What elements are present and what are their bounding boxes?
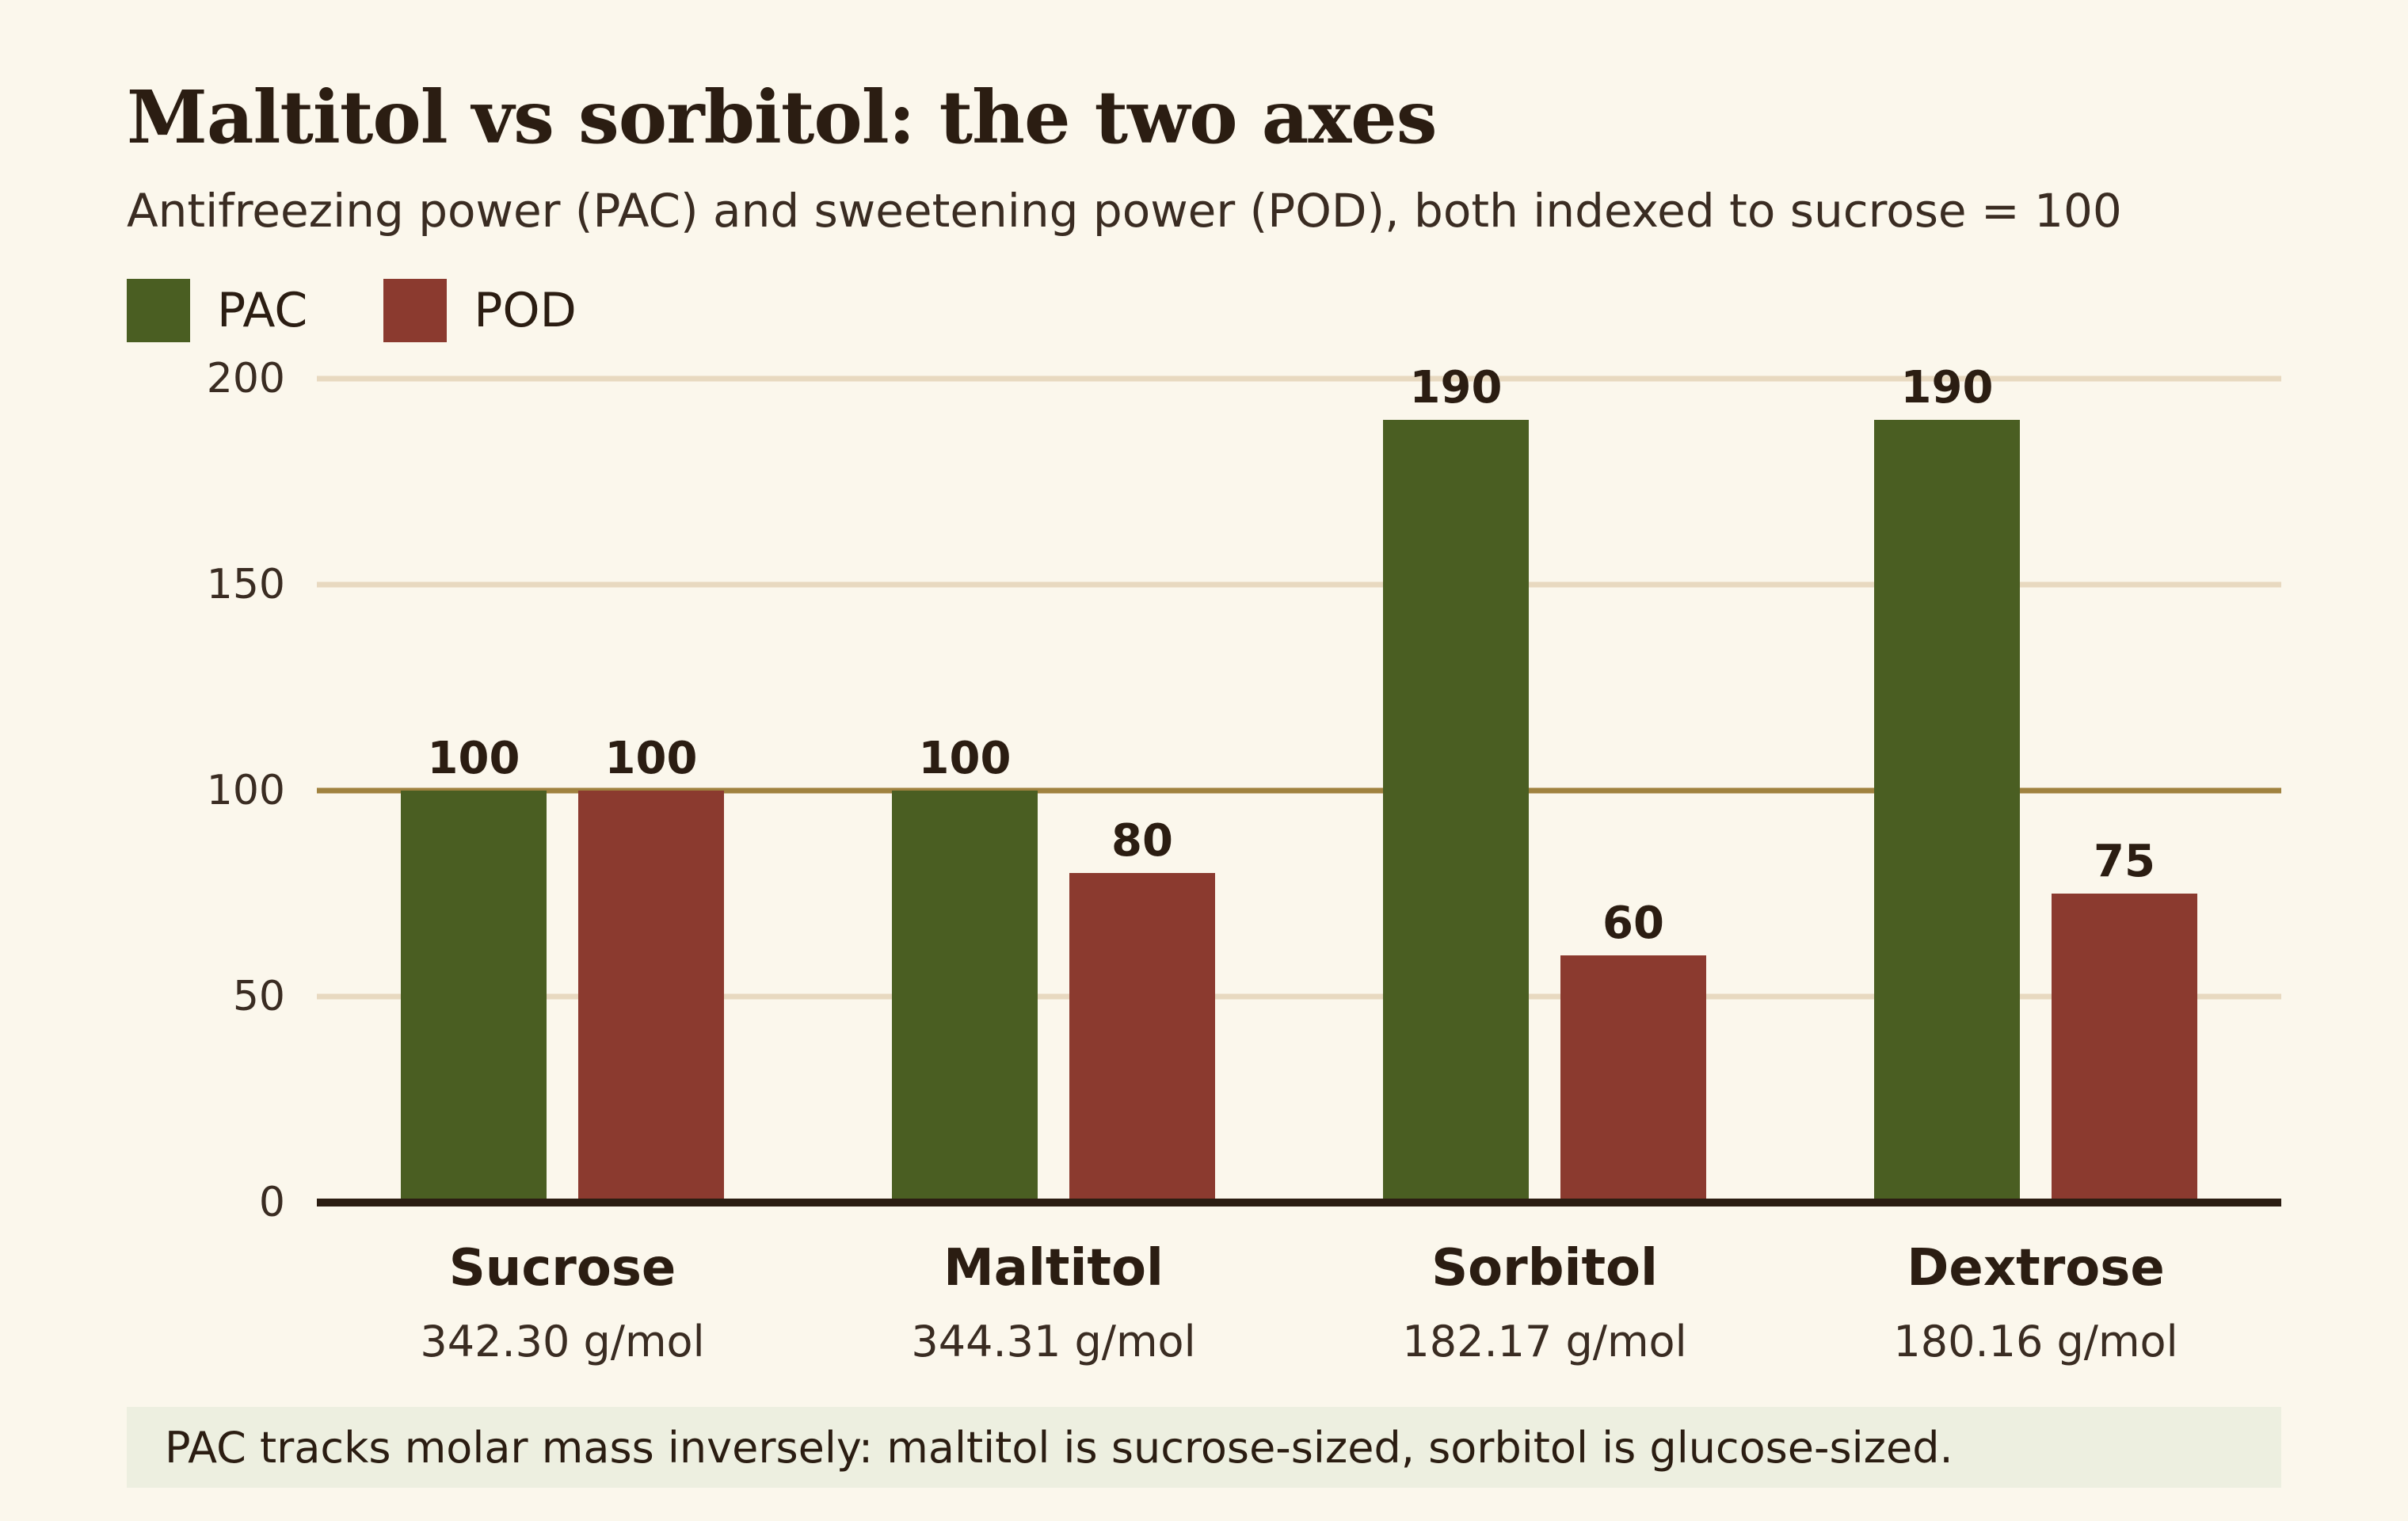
legend-swatch-pac [127,279,190,342]
y-tick-label: 150 [207,561,285,608]
bar-pod-dextrose [2052,894,2197,1203]
data-label: 190 [1901,362,1994,414]
data-label: 100 [428,733,520,784]
bar-pod-maltitol [1069,873,1215,1203]
bar-pac-sucrose [401,791,547,1203]
bar-pod-sucrose [578,791,724,1203]
data-label: 80 [1111,815,1173,867]
bar-pac-dextrose [1874,420,2020,1203]
y-tick-label: 50 [233,973,285,1020]
x-category-sublabel: 342.30 g/mol [420,1317,704,1367]
legend-item-pac: PAC [127,279,307,342]
x-category-label: Maltitol [943,1239,1164,1298]
legend-swatch-pod [383,279,448,342]
y-tick-label: 0 [259,1179,285,1226]
x-category-label: Sorbitol [1431,1239,1658,1298]
data-label: 100 [919,733,1012,784]
x-category-sublabel: 180.16 g/mol [1893,1317,2177,1367]
x-category-label: Sucrose [449,1239,676,1298]
chart-title: Maltitol vs sorbitol: the two axes [127,74,1437,160]
legend-label-pod: POD [474,283,577,338]
legend-label-pac: PAC [217,283,308,338]
legend-item-pod: POD [383,279,577,342]
data-label: 190 [1410,362,1503,414]
legend: PAC POD [127,279,653,342]
y-tick-label: 100 [207,767,285,814]
bar-pod-sorbitol [1560,955,1706,1203]
data-label: 75 [2094,836,2155,887]
chart-subtitle: Antifreezing power (PAC) and sweetening … [127,184,2122,238]
bar-chart: 0 50 100 150 200 100 100 Sucrose 342.30 g/mol 100… [207,355,2281,1367]
bar-pac-sorbitol [1383,420,1529,1203]
y-tick-label: 200 [207,355,285,402]
data-label: 60 [1602,898,1664,949]
footnote: PAC tracks molar mass inversely: maltito… [127,1407,2281,1488]
bar-pac-maltitol [892,791,1038,1203]
x-category-label: Dextrose [1907,1239,2164,1298]
data-label: 100 [605,733,698,784]
x-category-sublabel: 344.31 g/mol [911,1317,1195,1367]
x-category-sublabel: 182.17 g/mol [1402,1317,1686,1367]
